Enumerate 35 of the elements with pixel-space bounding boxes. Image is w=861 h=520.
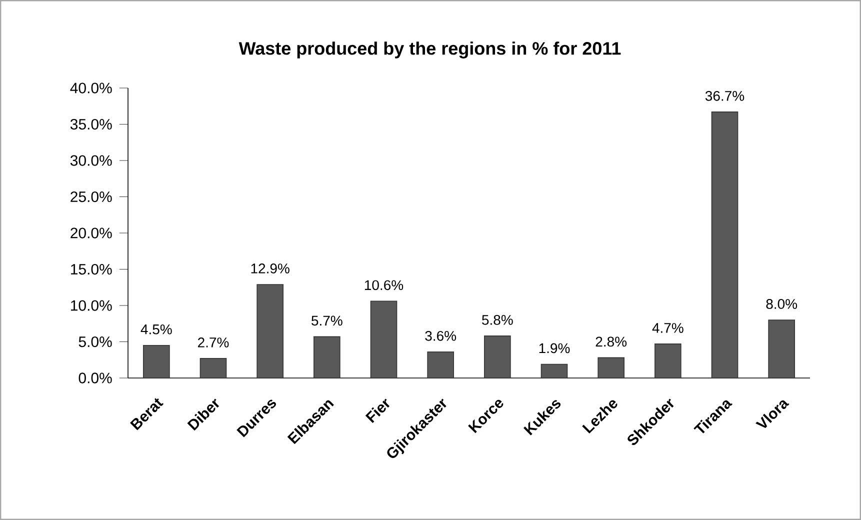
y-tick-label: 20.0% [70, 228, 112, 238]
y-tick-label: 15.0% [71, 264, 112, 275]
data-label: 4.5% [140, 324, 172, 334]
data-label: 5.8% [482, 314, 513, 325]
y-tick-label: 25.0% [70, 191, 112, 202]
data-label: 36.7% [705, 90, 744, 101]
data-label: 3.6% [425, 330, 456, 341]
y-tick-label: 30.0% [70, 155, 112, 166]
bar [654, 344, 682, 378]
y-tick-label: 40.0% [70, 82, 112, 94]
data-label: 5.7% [312, 316, 342, 326]
data-label: 2.8% [596, 336, 627, 347]
data-label: 8.0% [766, 299, 798, 309]
bar [143, 344, 170, 378]
y-tick-label: 35.0% [70, 118, 112, 130]
bar [540, 364, 568, 378]
data-label: 4.7% [652, 323, 684, 333]
bar [200, 358, 227, 378]
bar [370, 300, 398, 378]
data-label: 12.9% [251, 264, 290, 274]
bar [598, 357, 624, 378]
data-label: 10.6% [364, 280, 404, 290]
y-tick-label: 10.0% [71, 300, 112, 311]
bar [256, 284, 284, 378]
bar [314, 336, 340, 378]
data-label: 1.9% [539, 343, 570, 354]
bar [711, 112, 738, 378]
bar [484, 336, 511, 378]
x-tick-label: Fier [365, 398, 390, 423]
y-tick-label: 0.0% [78, 372, 112, 384]
chart-title: Waste produced by the regions in % for 2011 [238, 42, 621, 58]
data-label: 2.7% [198, 338, 229, 348]
y-tick-label: 5.0% [78, 336, 112, 348]
bar [427, 352, 454, 378]
bar [768, 320, 795, 378]
